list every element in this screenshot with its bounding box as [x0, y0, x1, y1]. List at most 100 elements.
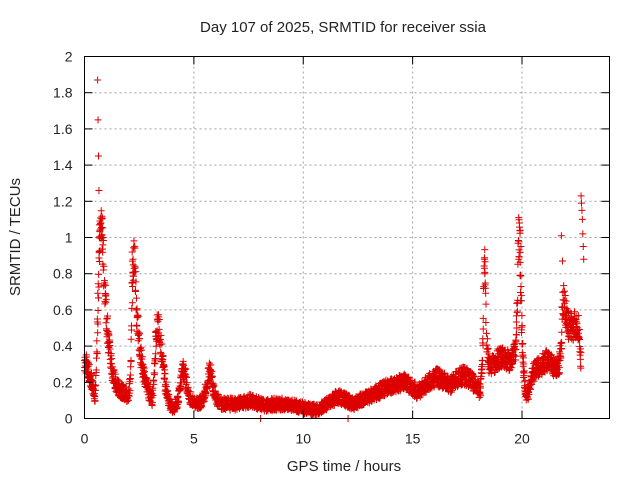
data-point: [85, 360, 93, 368]
data-point: [105, 330, 113, 338]
data-point: [92, 381, 100, 389]
data-point: [148, 399, 156, 407]
data-point: [106, 345, 114, 353]
y-tick-label: 1.4: [53, 157, 73, 173]
data-point: [558, 345, 566, 353]
data-point: [480, 255, 488, 263]
x-tick-label: 5: [190, 431, 198, 447]
data-point: [165, 391, 173, 399]
data-point: [520, 367, 528, 375]
data-point: [515, 237, 523, 245]
data-point: [512, 318, 520, 326]
data-point: [98, 214, 106, 222]
y-axis-label: SRMTID / TECUs: [7, 178, 24, 296]
data-point: [95, 283, 103, 291]
data-point: [136, 335, 144, 343]
y-tick-label: 1.2: [53, 193, 73, 209]
data-point: [129, 255, 137, 263]
data-point: [185, 387, 193, 395]
data-point: [198, 403, 206, 411]
data-point: [102, 281, 110, 289]
data-point: [111, 370, 119, 378]
data-point: [580, 255, 588, 263]
y-tick-label: 1.8: [53, 85, 73, 101]
data-point: [180, 361, 188, 369]
data-point: [93, 354, 101, 362]
y-tick-label: 1.6: [53, 121, 73, 137]
data-point: [182, 365, 190, 373]
data-point: [411, 378, 419, 386]
data-point: [512, 337, 520, 345]
x-tick-label: 0: [81, 431, 89, 447]
x-tick-label: 15: [405, 431, 421, 447]
data-point: [181, 372, 189, 380]
data-point: [103, 315, 111, 323]
data-point: [478, 369, 486, 377]
data-point: [208, 373, 216, 381]
data-point: [481, 246, 489, 254]
data-point: [94, 76, 102, 84]
data-point: [99, 266, 107, 274]
data-point: [210, 382, 218, 390]
data-point: [93, 337, 101, 345]
data-point: [479, 314, 487, 322]
data-point: [134, 313, 142, 321]
data-point: [93, 350, 101, 358]
x-axis-label: GPS time / hours: [287, 458, 401, 475]
data-point: [309, 411, 317, 419]
data-point: [94, 116, 102, 124]
data-point: [133, 305, 141, 313]
y-tick-label: 0.4: [53, 338, 73, 354]
data-point: [482, 319, 490, 327]
data-point: [249, 391, 257, 399]
data-point: [126, 374, 134, 382]
data-point: [149, 392, 157, 400]
data-point: [151, 369, 159, 377]
data-point: [204, 377, 212, 385]
data-point: [132, 268, 140, 276]
data-point: [144, 378, 152, 386]
data-point: [517, 292, 525, 300]
data-point: [93, 315, 101, 323]
data-point: [98, 234, 106, 241]
data-point: [100, 262, 108, 270]
data-point: [102, 296, 110, 304]
data-point: [484, 344, 492, 352]
data-point: [482, 329, 490, 337]
data-point: [563, 312, 571, 320]
data-point: [208, 373, 216, 381]
data-point: [138, 346, 146, 354]
data-point: [476, 390, 484, 398]
data-point: [207, 361, 215, 369]
data-point: [108, 355, 116, 363]
data-point: [483, 335, 491, 343]
data-point: [158, 340, 166, 348]
data-point: [482, 300, 490, 308]
data-point: [518, 312, 526, 320]
data-point: [149, 384, 157, 392]
data-point: [524, 395, 532, 403]
data-point: [92, 366, 100, 374]
data-point: [477, 384, 485, 392]
data-point: [558, 338, 566, 346]
y-tick-label: 0.6: [53, 302, 73, 318]
data-point: [519, 340, 527, 348]
data-point: [132, 306, 140, 314]
data-point: [513, 324, 521, 332]
data-point: [97, 219, 105, 227]
data-point: [99, 241, 107, 249]
data-point: [95, 270, 103, 278]
data-point: [512, 345, 520, 353]
data-point: [156, 335, 164, 343]
data-point: [570, 308, 578, 316]
data-point: [128, 299, 136, 307]
data-point: [481, 270, 489, 278]
chart-title: Day 107 of 2025, SRMTID for receiver ssi…: [200, 19, 487, 36]
data-point: [95, 186, 103, 194]
data-point: [94, 280, 102, 288]
data-point: [516, 226, 524, 234]
data-point: [577, 192, 585, 200]
data-point: [131, 244, 139, 252]
x-tick-label: 10: [295, 431, 311, 447]
